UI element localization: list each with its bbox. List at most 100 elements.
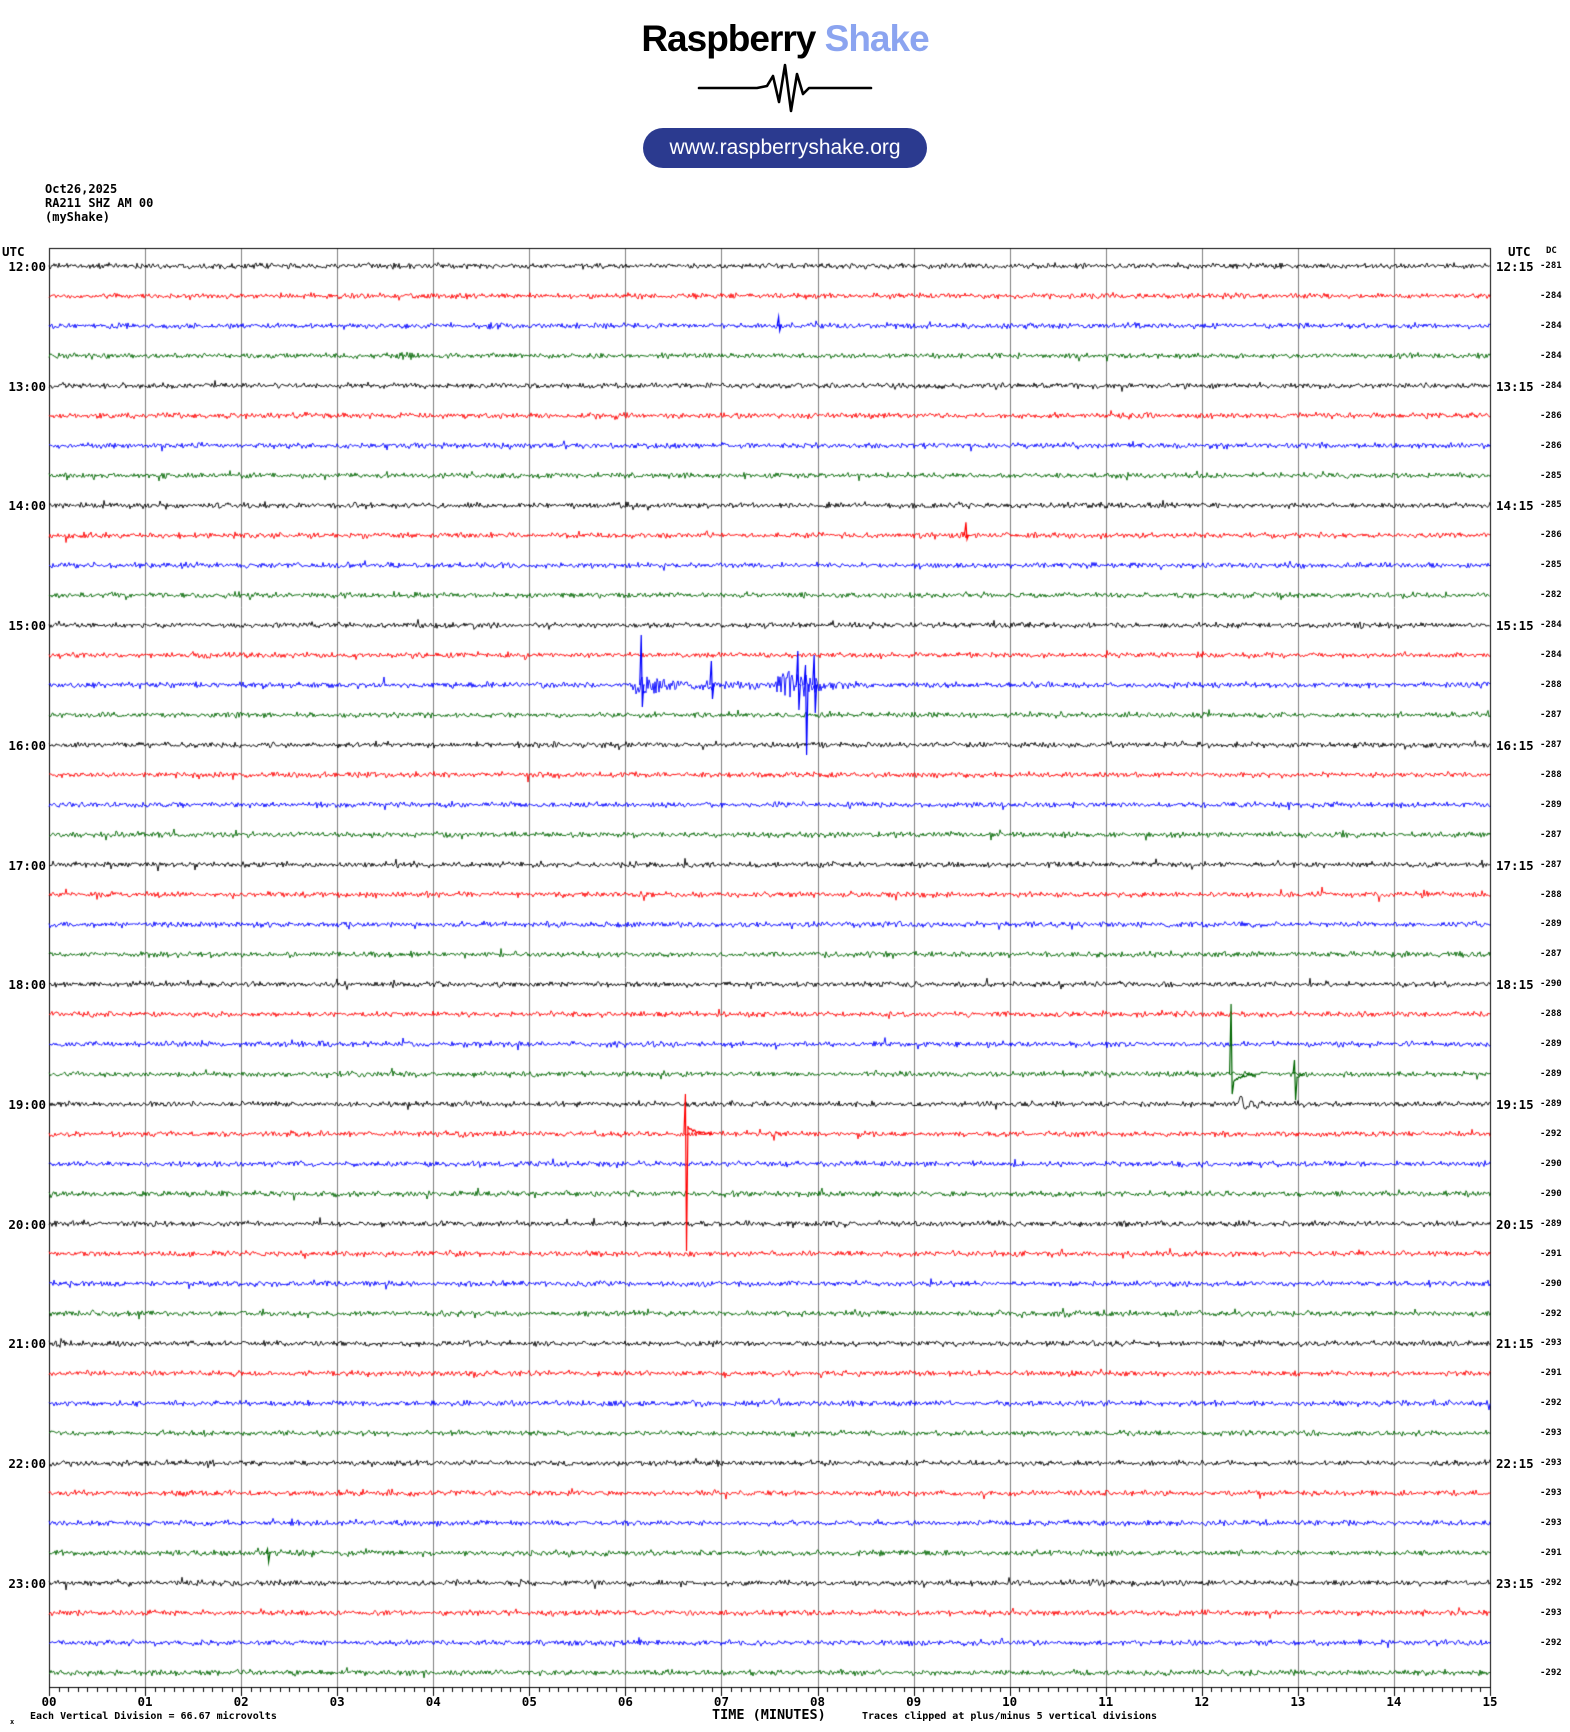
station-network: (myShake) — [45, 210, 111, 224]
dc-offset-value: -293 — [1540, 1518, 1562, 1529]
x-tick-label: 11 — [1098, 1694, 1114, 1709]
x-tick-label: 06 — [617, 1694, 633, 1709]
right-time-label: 17:15 — [1496, 857, 1534, 873]
dc-offset-value: -288 — [1540, 889, 1562, 900]
raspberry-shake-logo: Raspberry Shake — [0, 18, 1570, 60]
dc-offset-value: -289 — [1540, 919, 1562, 930]
dc-offset-value: -292 — [1540, 1398, 1562, 1409]
dc-offset-value: -288 — [1540, 680, 1562, 691]
dc-offset-value: -293 — [1540, 1458, 1562, 1469]
website-link[interactable]: www.raspberryshake.org — [643, 128, 927, 168]
right-time-label: 22:15 — [1496, 1456, 1534, 1472]
right-time-label: 18:15 — [1496, 977, 1534, 993]
left-time-label: 18:00 — [8, 977, 46, 993]
dc-offset-value: -290 — [1540, 979, 1562, 990]
x-tick-label: 15 — [1482, 1694, 1498, 1709]
x-axis-title: TIME (MINUTES) — [712, 1707, 826, 1723]
utc-header-left: UTC — [2, 244, 25, 259]
left-time-label: 20:00 — [8, 1216, 46, 1232]
x-tick-label: 08 — [810, 1694, 826, 1709]
logo-text-secondary: Shake — [824, 18, 930, 59]
dc-offset-value: -293 — [1540, 1338, 1562, 1349]
clip-note: Traces clipped at plus/minus 5 vertical … — [862, 1711, 1158, 1722]
dc-offset-value: -293 — [1540, 1428, 1562, 1439]
left-time-label: 21:00 — [8, 1336, 46, 1352]
left-time-label: 16:00 — [8, 737, 46, 753]
dc-header: DC — [1546, 246, 1557, 256]
left-time-label: 17:00 — [8, 857, 46, 873]
dc-offset-value: -284 — [1540, 620, 1562, 631]
right-time-label: 20:15 — [1496, 1216, 1534, 1232]
dc-offset-value: -281 — [1540, 261, 1562, 271]
right-time-label: 23:15 — [1496, 1575, 1534, 1591]
dc-offset-value: -285 — [1540, 470, 1562, 481]
left-time-label: 22:00 — [8, 1456, 46, 1472]
dc-offset-value: -286 — [1540, 530, 1562, 541]
station-date: Oct26,2025 — [45, 182, 118, 196]
dc-offset-value: -292 — [1540, 1128, 1562, 1139]
page-header: Raspberry Shake www.raspberryshake.org — [0, 0, 1570, 168]
right-time-label: 19:15 — [1496, 1097, 1534, 1113]
x-tick-label: 12 — [1194, 1694, 1210, 1709]
dc-offset-value: -289 — [1540, 799, 1562, 810]
dc-offset-value: -291 — [1540, 1368, 1562, 1379]
x-tick-label: 13 — [1290, 1694, 1306, 1709]
dc-offset-value: -287 — [1540, 859, 1562, 870]
dc-offset-value: -292 — [1540, 1637, 1562, 1648]
right-time-label: 14:15 — [1496, 498, 1534, 514]
dc-offset-value: -287 — [1540, 829, 1562, 840]
dc-offset-value: -290 — [1540, 1278, 1562, 1289]
x-tick-label: 07 — [713, 1694, 729, 1709]
dc-offset-value: -284 — [1540, 350, 1562, 361]
x-tick-label: 09 — [906, 1694, 922, 1709]
dc-offset-value: -284 — [1540, 380, 1562, 391]
right-time-label: 12:15 — [1496, 259, 1534, 274]
right-time-label: 21:15 — [1496, 1336, 1534, 1352]
dc-offset-value: -291 — [1540, 1248, 1562, 1259]
left-time-label: 13:00 — [8, 378, 46, 394]
dc-offset-value: -289 — [1540, 1039, 1562, 1050]
dc-offset-value: -282 — [1540, 590, 1562, 601]
x-tick-label: 01 — [137, 1694, 153, 1709]
left-time-label: 19:00 — [8, 1097, 46, 1113]
left-time-label: 23:00 — [8, 1575, 46, 1591]
dc-offset-value: -284 — [1540, 320, 1562, 331]
dc-offset-value: -286 — [1540, 410, 1562, 421]
dc-offset-value: -291 — [1540, 1547, 1562, 1558]
dc-offset-value: -290 — [1540, 1158, 1562, 1169]
left-time-label: 12:00 — [8, 259, 46, 274]
right-time-label: 16:15 — [1496, 737, 1534, 753]
right-time-label: 15:15 — [1496, 618, 1534, 634]
dc-offset-value: -287 — [1540, 709, 1562, 720]
x-tick-label: 10 — [1002, 1694, 1018, 1709]
dc-offset-value: -292 — [1540, 1577, 1562, 1588]
dc-offset-value: -287 — [1540, 739, 1562, 750]
dc-offset-value: -293 — [1540, 1488, 1562, 1499]
x-tick-label: 00 — [41, 1694, 57, 1709]
seismogram-waveform-icon — [0, 62, 1570, 118]
dc-offset-value: -292 — [1540, 1308, 1562, 1319]
dc-offset-value: -289 — [1540, 1218, 1562, 1229]
dc-offset-value: -290 — [1540, 1188, 1562, 1199]
x-tick-label: 14 — [1386, 1694, 1402, 1709]
dc-offset-value: -285 — [1540, 560, 1562, 571]
dc-offset-value: -286 — [1540, 440, 1562, 451]
left-time-label: 14:00 — [8, 498, 46, 514]
dc-offset-value: -289 — [1540, 1099, 1562, 1110]
scale-note-prefix: x — [10, 1718, 15, 1726]
x-tick-label: 03 — [329, 1694, 345, 1709]
station-id: RA211 SHZ AM 00 — [45, 196, 154, 210]
left-time-label: 15:00 — [8, 618, 46, 634]
dc-offset-value: -288 — [1540, 769, 1562, 780]
dc-offset-value: -289 — [1540, 1069, 1562, 1080]
dc-offset-value: -293 — [1540, 1607, 1562, 1618]
dc-offset-value: -284 — [1540, 290, 1562, 301]
dc-offset-value: -285 — [1540, 500, 1562, 511]
vertical-division-scale-note: Each Vertical Division = 66.67 microvolt… — [30, 1711, 277, 1722]
dc-offset-value: -284 — [1540, 650, 1562, 661]
x-tick-label: 05 — [521, 1694, 537, 1709]
dc-offset-value: -292 — [1540, 1667, 1562, 1678]
x-tick-label: 02 — [233, 1694, 249, 1709]
